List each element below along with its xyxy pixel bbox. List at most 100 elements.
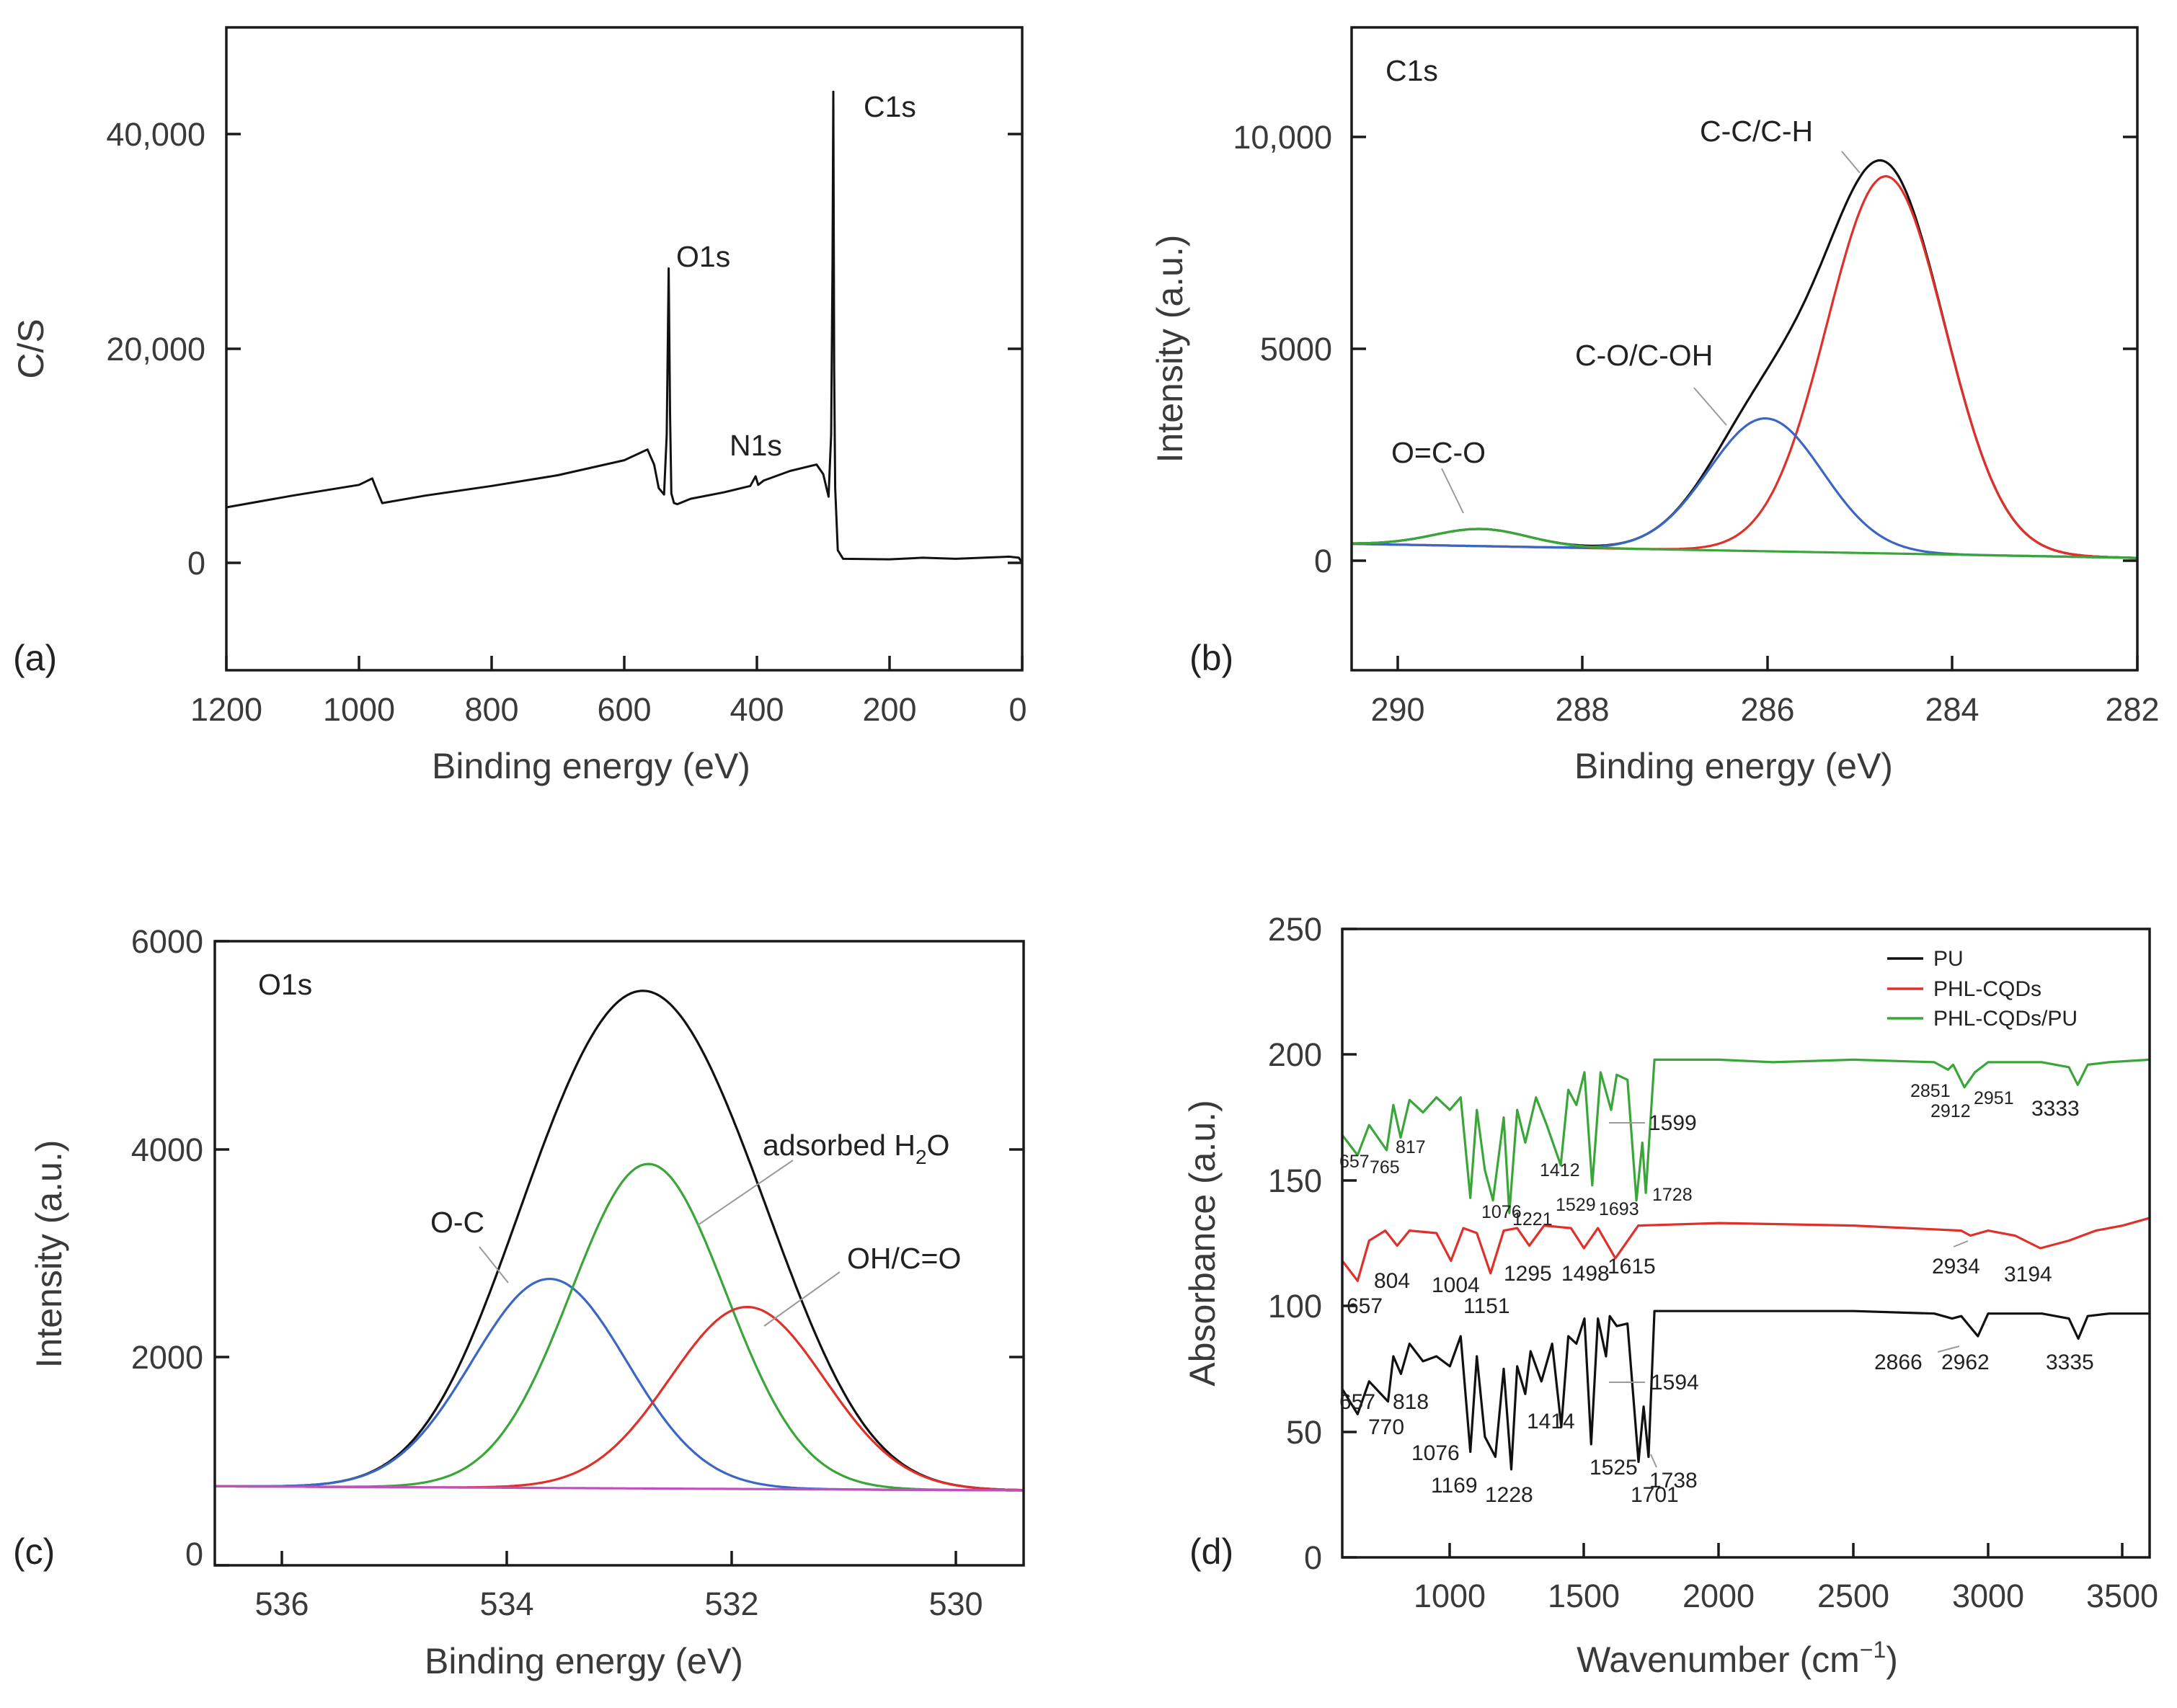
panel-b-ylabel: Intensity (a.u.) [1150,235,1190,463]
series-line-survey [226,90,1024,564]
peak-label: 657 [1339,1152,1370,1172]
legend-label-phl-cqds: PHL-CQDs [1933,977,2041,1001]
peak-label: 2962 [1941,1351,1990,1374]
leader-line [1650,1454,1657,1468]
annotation-oco: O=C-O [1391,436,1486,469]
panel-a-xtick-label: 400 [730,691,784,728]
peak-label: 818 [1393,1390,1429,1414]
panel-a: 1200 1000 800 600 400 200 0 0 20,000 40,… [11,26,1027,786]
panel-b: 290 288 286 284 282 0 5000 10,000 Bindin… [1150,26,2160,786]
peak-label: 1525 [1589,1456,1638,1480]
leader-line [1693,387,1727,426]
panel-b-xtick-label: 290 [1370,691,1424,728]
panel-c-yticks [215,940,1024,1567]
panel-d-ylabel: Absorbance (a.u.) [1182,1100,1223,1386]
panel-b-xtick-label: 288 [1555,691,1609,728]
panel-d-xlabel: Wavenumber (cm−1) [1577,1637,1898,1680]
peak-label: 657 [1339,1390,1375,1414]
panel-b-xtick-label: 286 [1740,691,1794,728]
panel-a-xlabel: Binding energy (eV) [432,746,750,786]
peak-label: 2934 [1932,1255,1980,1278]
panel-a-xticks [225,656,1024,670]
peak-label: 1599 [1649,1111,1697,1135]
panel-d-xtick-label: 3000 [1952,1578,2024,1614]
panel-c-label: (c) [13,1531,55,1572]
panel-c-ytick-label: 4000 [131,1131,203,1168]
panel-d-xtick-label: 2500 [1817,1578,1889,1614]
leader-line [479,1246,509,1284]
panel-c-ylabel: Intensity (a.u.) [29,1140,69,1369]
panel-a-xtick-label: 600 [597,691,651,728]
panel-a-ylabel: C/S [11,319,51,378]
peak-label: 770 [1368,1415,1404,1439]
panel-b-xtick-label: 284 [1925,691,1979,728]
panel-c-xticks [280,1551,957,1565]
peak-label: 3194 [2004,1263,2052,1286]
peak-label: 2912 [1930,1101,1971,1121]
panel-b-xticks [1396,656,2139,670]
panel-a-ytick-label: 0 [187,545,205,582]
peak-label: 1295 [1504,1262,1552,1286]
panel-d-xtick-label: 3500 [2086,1578,2158,1614]
panel-c-ytick-label: 0 [185,1536,203,1573]
panel-a-xtick-label: 200 [862,691,916,728]
peak-label: 765 [1370,1157,1400,1178]
panel-d-ytick-label: 0 [1304,1539,1322,1576]
series-line-pu [1341,1309,2150,1471]
annotation-o1s: O1s [676,240,730,273]
panel-b-title: C1s [1385,54,1438,87]
panel-a-yticks [226,133,1022,564]
panel-a-xtick-label: 0 [1008,691,1027,728]
peak-label: 2851 [1910,1081,1951,1101]
panel-c-ytick-label: 2000 [131,1339,203,1376]
panel-d: 1000 1500 2000 2500 3000 3500 0 50 100 1… [1182,911,2158,1680]
peak-label: 657 [1347,1294,1383,1318]
series-line-envelope [215,989,1024,1492]
panel-c-xtick-label: 532 [704,1585,758,1622]
annotation-adsorbed-h2o: adsorbed H2O [763,1129,949,1168]
annotation-o-c: O-C [430,1206,484,1239]
series-line-o-c [215,1278,1024,1492]
panel-d-ytick-label: 50 [1286,1414,1322,1451]
peak-label: 1151 [1463,1294,1510,1318]
peak-label: 817 [1396,1137,1426,1157]
series-line-c-c-c-h [1352,175,2137,559]
panel-b-yticks [1352,135,2137,562]
panel-d-ytick-label: 250 [1268,911,1322,948]
peak-label: 1412 [1540,1160,1580,1180]
legend-label-pu: PU [1933,947,1964,971]
panel-c-xlabel: Binding energy (eV) [425,1641,743,1681]
peak-label: 1076 [1481,1202,1522,1222]
panel-c: 536 534 532 530 0 2000 4000 6000 Binding… [13,923,1025,1681]
panel-d-xtick-label: 1000 [1414,1578,1486,1614]
legend-label-phl-cqds-pu: PHL-CQDs/PU [1933,1007,2078,1031]
panel-b-plot [1352,159,2138,559]
peak-label: 1076 [1411,1441,1460,1465]
series-line-envelope [1352,159,2137,559]
panel-a-ytick-label: 40,000 [106,116,205,153]
annotation-cc-ch: C-C/C-H [1700,115,1813,148]
panel-d-xtick-label: 1500 [1548,1578,1620,1614]
leader-line [697,1160,794,1226]
panel-b-ytick-label: 10,000 [1233,119,1332,156]
panel-c-xtick-label: 530 [928,1585,983,1622]
peak-label: 1221 [1512,1209,1553,1229]
panel-c-plot [215,989,1024,1492]
panel-b-xlabel: Binding energy (eV) [1574,746,1893,786]
panel-b-ytick-label: 5000 [1260,331,1332,368]
leader-line [1841,151,1861,174]
panel-b-xtick-label: 282 [2105,691,2159,728]
panel-a-xtick-label: 1000 [323,691,395,728]
peak-labels-green: 657 765 817 1076 1221 1412 1529 1693 172… [1339,1081,2080,1229]
peak-label: 1529 [1556,1195,1596,1215]
peak-label: 2866 [1874,1351,1923,1374]
peak-label: 1228 [1485,1483,1533,1507]
panel-c-xtick-label: 534 [479,1585,533,1622]
leader-line [1953,1240,1969,1247]
peak-label: 2951 [1974,1088,2014,1108]
panel-c-ytick-label: 6000 [131,923,203,960]
panel-d-yticks [1342,928,1357,1559]
panel-d-xticks [1448,1543,2124,1557]
panel-a-label: (a) [13,638,57,678]
